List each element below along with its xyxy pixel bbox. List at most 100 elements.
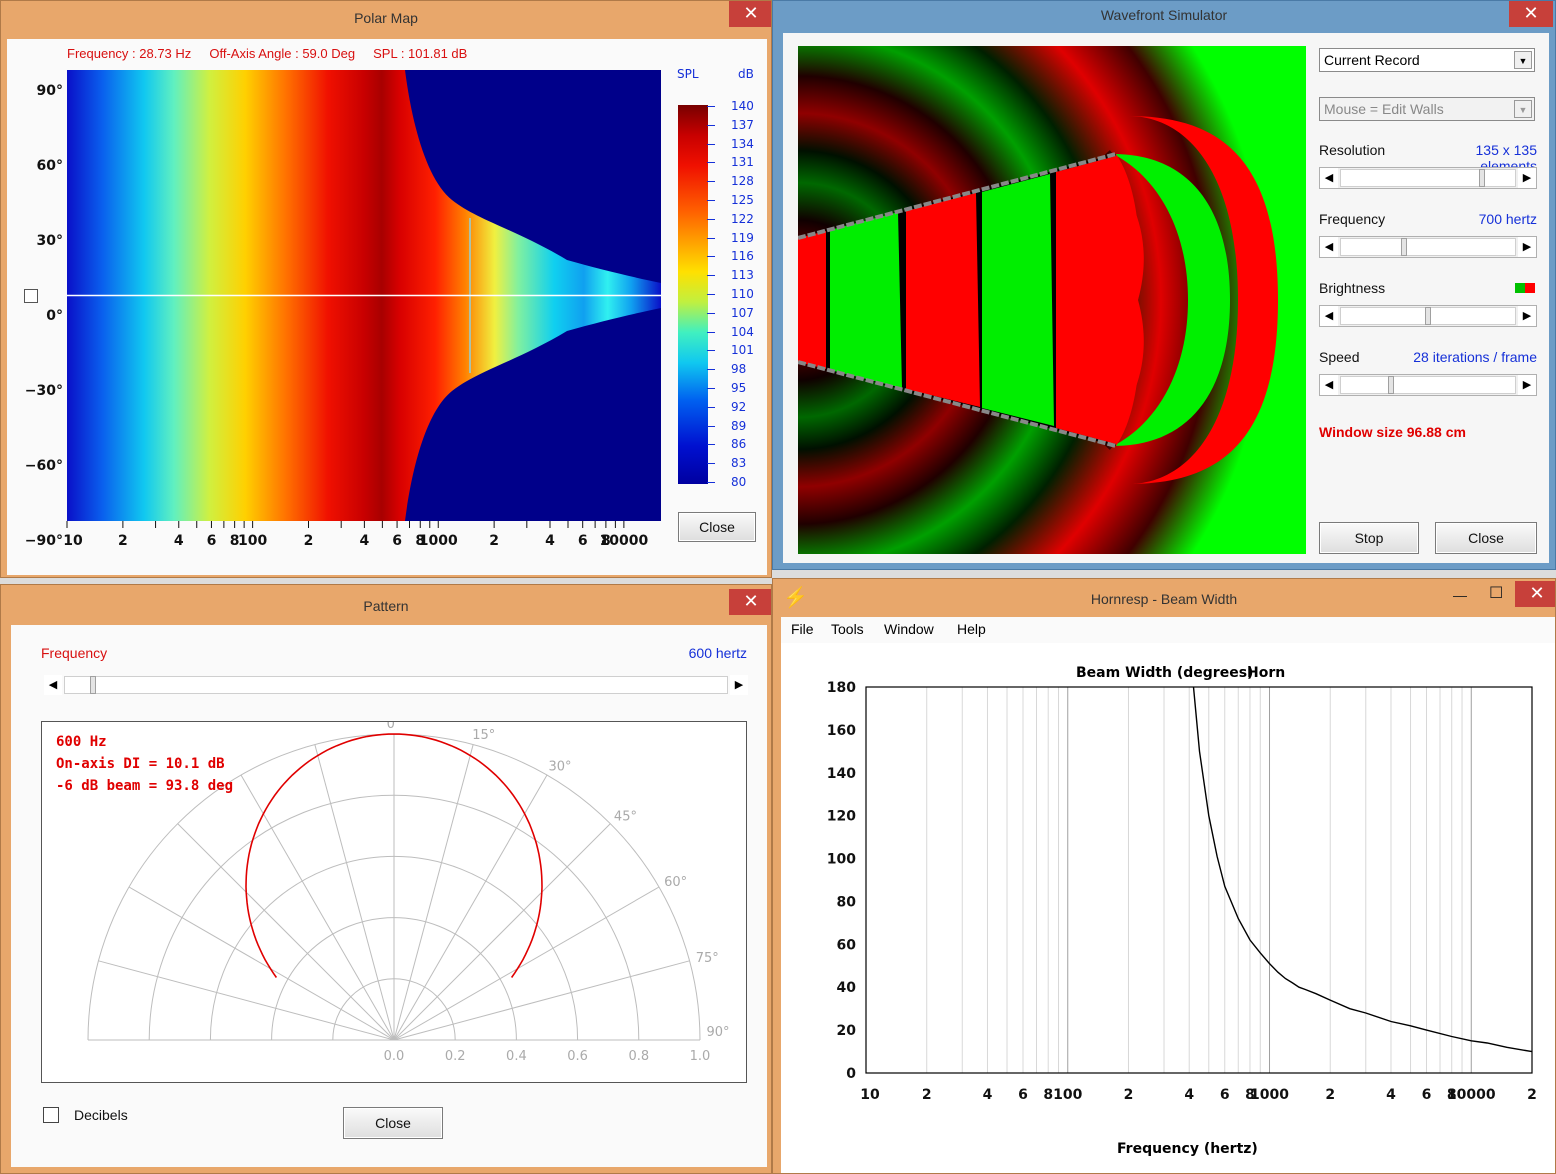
slider-thumb[interactable] [1479,169,1486,187]
beam-width-line [1192,686,1533,1053]
lightning-icon: ⚡ [783,587,808,609]
beam-y-tick: 120 [827,809,856,825]
legend-tick [707,425,715,427]
resolution-slider[interactable]: ◀ ▶ [1319,167,1537,189]
legend-tick [707,275,715,277]
menu-file[interactable]: File [791,621,814,637]
polar-map-close-icon[interactable]: ✕ [729,1,771,27]
mouse-mode-select[interactable]: Mouse = Edit Walls ▼ [1319,97,1535,121]
legend-tick [707,406,715,408]
pattern-close-button[interactable]: Close [343,1107,443,1139]
pattern-close-icon[interactable]: ✕ [729,589,771,615]
beam-y-tick: 60 [837,937,857,953]
slider-thumb[interactable] [1425,307,1431,325]
pattern-title: Pattern [363,598,409,614]
beam-y-tick: 0 [846,1066,856,1082]
polar-map-legend-spl: SPL [677,67,699,81]
slider-track[interactable] [1340,238,1516,256]
legend-tick [707,143,715,145]
polar-map-close-button[interactable]: Close [678,512,756,542]
stop-button[interactable]: Stop [1319,522,1419,554]
beam-x-tick: 2 [1527,1087,1537,1103]
mouse-mode-value: Mouse = Edit Walls [1324,101,1444,117]
legend-value: 86 [731,437,747,452]
polar-y-tick: 60° [37,158,63,174]
beam-x-tick: 4 [1386,1087,1396,1103]
beam-x-tick: 2 [922,1087,932,1103]
legend-tick [707,331,715,333]
pattern-lobe [245,733,543,978]
scroll-right-icon[interactable]: ▶ [1518,306,1536,326]
polar-x-tick: 10 [63,533,83,549]
legend-value: 98 [731,362,747,377]
pattern-plot: 0° 15° 30° 45° 60° 75° 90° 0.0 0.2 0.4 0.6 0.8 1.0 6… [41,717,747,1083]
beam-x-tick: 6 [1220,1087,1230,1103]
brightness-swatch-red [1525,283,1535,293]
wave-frequency-label: Frequency [1319,211,1386,227]
menu-help[interactable]: Help [957,621,986,637]
speed-slider[interactable]: ◀ ▶ [1319,374,1537,396]
polar-x-tick: 10000 [600,533,649,549]
scroll-right-icon[interactable]: ▶ [1518,168,1536,188]
legend-tick [707,162,715,164]
minimize-icon[interactable]: — [1453,587,1467,603]
menu-bar: File Tools Window Help [781,617,1555,643]
beam-x-tick: 8 [1245,1087,1255,1103]
beam-y-tick: 180 [827,680,856,696]
wavefront-close-button[interactable]: Close [1435,522,1537,554]
slider-track[interactable] [1340,376,1516,394]
decibels-checkbox[interactable] [43,1107,59,1123]
polar-map-heatmap[interactable] [67,70,661,521]
legend-tick [707,294,715,295]
slider-track[interactable] [64,676,728,694]
menu-window[interactable]: Window [884,621,934,637]
scroll-left-icon[interactable]: ◀ [1320,237,1338,257]
brightness-slider[interactable]: ◀ ▶ [1319,305,1537,327]
beam-x-tick: 6 [1422,1087,1432,1103]
scroll-left-icon[interactable]: ◀ [1320,168,1338,188]
beam-y-tick: 20 [837,1023,857,1039]
legend-tick [707,256,715,258]
pattern-line-di: On-axis DI = 10.1 dB [56,756,225,772]
polar-map-legend-values: 140 137 134 131 128 125 122 119 116 113 110 107 104 1… [707,99,767,499]
chevron-down-icon[interactable]: ▼ [1514,100,1532,118]
scroll-right-icon[interactable]: ▶ [1518,375,1536,395]
slider-thumb[interactable] [1401,238,1408,256]
wavefront-field[interactable] [798,46,1306,554]
pattern-frequency-slider[interactable]: ◀ ▶ [43,674,749,696]
polar-x-tick: 4 [360,533,370,549]
slider-thumb[interactable] [1387,376,1394,394]
scroll-left-icon[interactable]: ◀ [1320,375,1338,395]
polar-y-tick: −30° [25,383,63,399]
legend-value: 110 [731,287,754,301]
scroll-right-icon[interactable]: ▶ [730,675,748,695]
window-size-text: Window size 96.88 cm [1319,424,1466,440]
hornresp-close-icon[interactable]: ✕ [1515,581,1555,607]
legend-tick [707,106,715,107]
hornresp-window: ⚡ Hornresp - Beam Width — ☐ ✕ File Tools… [772,578,1556,1174]
legend-value: 116 [731,249,754,264]
beam-x-tick: 4 [1184,1087,1194,1103]
legend-value: 83 [731,456,747,471]
legend-tick [707,463,715,465]
scroll-right-icon[interactable]: ▶ [1518,237,1536,257]
chevron-down-icon[interactable]: ▼ [1514,51,1532,69]
radius-label: 1.0 [690,1049,711,1064]
legend-tick [707,369,715,371]
slider-track[interactable] [1340,169,1516,187]
beam-x-tick: 1000 [1250,1087,1289,1103]
menu-tools[interactable]: Tools [831,621,864,637]
polar-x-tick: 2 [304,533,314,549]
wavefront-close-icon[interactable]: ✕ [1509,1,1553,27]
maximize-icon[interactable]: ☐ [1489,583,1504,602]
polar-map-zero-checkbox[interactable] [24,289,38,303]
legend-value: 131 [731,155,754,170]
scroll-left-icon[interactable]: ◀ [1320,306,1338,326]
record-select[interactable]: Current Record ▼ [1319,48,1535,72]
beam-x-tick: 2 [1124,1087,1134,1103]
beam-x-tick: 4 [983,1087,993,1103]
slider-thumb[interactable] [90,676,97,694]
scroll-left-icon[interactable]: ◀ [44,675,62,695]
wave-frequency-slider[interactable]: ◀ ▶ [1319,236,1537,258]
